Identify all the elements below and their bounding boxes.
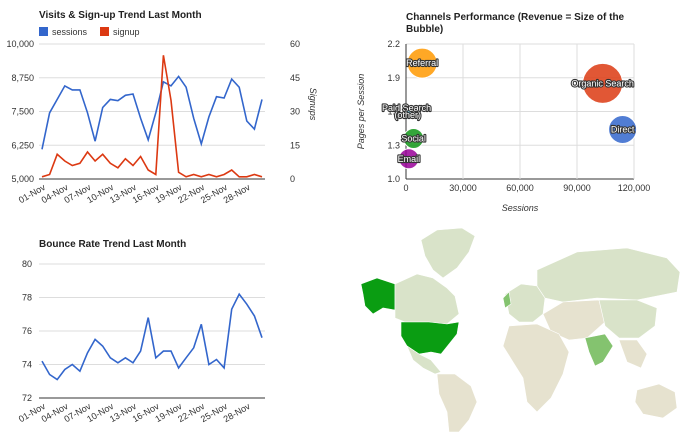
y-tick-label: 1.0 <box>387 174 400 184</box>
legend-label-sessions: sessions <box>52 27 88 37</box>
bubble-social <box>403 128 425 149</box>
map-mexico <box>406 345 442 375</box>
y-tick-label-left: 6,250 <box>11 140 34 150</box>
y-tick-label-right: 45 <box>290 73 300 83</box>
bubble-label: (other) <box>394 110 421 120</box>
y-tick-label-right: 15 <box>290 140 300 150</box>
x-axis-title: Sessions <box>502 203 539 213</box>
bubble-organic-search <box>582 62 624 104</box>
visits-signup-chart: sessions signup 10,000 8,750 7,500 6,250 5,000… <box>6 27 318 205</box>
y-axis-title: Pages per Session <box>356 74 366 150</box>
map-india <box>584 333 614 367</box>
y-tick-label: 74 <box>22 360 32 370</box>
bubble-label: Social <box>401 134 426 144</box>
y-tick-label: 76 <box>22 326 32 336</box>
y-tick-label: 78 <box>22 293 32 303</box>
y-axis-title-right: Signups <box>308 88 318 121</box>
bubble-label: Paid Search <box>382 103 431 113</box>
map-south-america <box>436 373 478 432</box>
y-tick-label: 2.2 <box>387 39 400 49</box>
x-tick-label: 90,000 <box>563 183 591 193</box>
bubble-label: Organic Search <box>571 78 634 88</box>
series-line-bounce-rate <box>41 292 263 381</box>
world-map <box>337 222 680 432</box>
map-uk <box>502 291 512 309</box>
world-map-svg <box>360 227 680 432</box>
map-australia <box>634 383 678 419</box>
map-usa <box>400 321 460 355</box>
y-tick-label: 1.3 <box>387 140 400 150</box>
y-tick-label-left: 7,500 <box>11 107 34 117</box>
y-tick-label-right: 60 <box>290 39 300 49</box>
bounce-rate-title: Bounce Rate Trend Last Month <box>39 239 187 250</box>
channels-bubble-chart: 2.2 1.9 1.6 1.3 1.00 30,000 60,000 90,000 120,00… <box>356 39 651 213</box>
legend-label-signup: signup <box>113 27 140 37</box>
map-russia <box>536 247 680 303</box>
y-tick-label: 1.6 <box>387 107 400 117</box>
map-china <box>598 299 658 339</box>
x-tick-label: 28-Nov <box>222 182 253 205</box>
y-tick-label-left: 8,750 <box>11 73 34 83</box>
y-tick-label-left: 10,000 <box>6 39 34 49</box>
map-greenland <box>420 227 476 279</box>
legend-swatch-sessions <box>39 27 48 36</box>
bubble-other <box>403 110 413 120</box>
y-tick-label-right: 0 <box>290 174 295 184</box>
visits-signup-panel: Visits & Sign-up Trend Last Month sessio… <box>0 0 330 215</box>
map-canada <box>394 273 460 325</box>
x-tick-label: 60,000 <box>506 183 534 193</box>
y-tick-label-left: 5,000 <box>11 174 34 184</box>
series-line-sessions <box>41 75 263 150</box>
map-southeast-asia <box>618 339 648 369</box>
bubble-direct <box>608 115 638 144</box>
bubble-layer: Referral Organic Search Direct Paid Search(… <box>381 47 638 170</box>
y-tick-label: 1.9 <box>387 73 400 83</box>
bubble-email <box>398 148 420 170</box>
y-tick-label: 72 <box>22 393 32 403</box>
bubble-referral <box>406 47 438 79</box>
x-tick-label: 28-Nov <box>222 401 253 424</box>
series-line-signup <box>41 55 263 178</box>
y-tick-label-right: 30 <box>290 107 300 117</box>
channels-performance-title: Channels Performance (Revenue = Size of … <box>406 12 625 35</box>
map-alaska <box>360 277 396 315</box>
bubble-label: Email <box>398 154 421 164</box>
bounce-rate-chart: 807876747201-Nov04-Nov07-Nov10-Nov13-Nov… <box>17 259 265 424</box>
legend-swatch-signup <box>100 27 109 36</box>
bubble-label: Direct <box>611 125 635 135</box>
x-tick-label: 120,000 <box>618 183 651 193</box>
map-africa <box>502 323 570 413</box>
bubble-label: Referral <box>406 58 438 68</box>
bounce-rate-panel: Bounce Rate Trend Last Month 80 78 76 74 72 0… <box>0 222 330 432</box>
visits-signup-title: Visits & Sign-up Trend Last Month <box>39 10 202 21</box>
x-tick-label: 30,000 <box>449 183 477 193</box>
channels-performance-panel: Channels Performance (Revenue = Size of … <box>337 0 680 222</box>
y-tick-label: 80 <box>22 259 32 269</box>
x-tick-label: 0 <box>403 183 408 193</box>
